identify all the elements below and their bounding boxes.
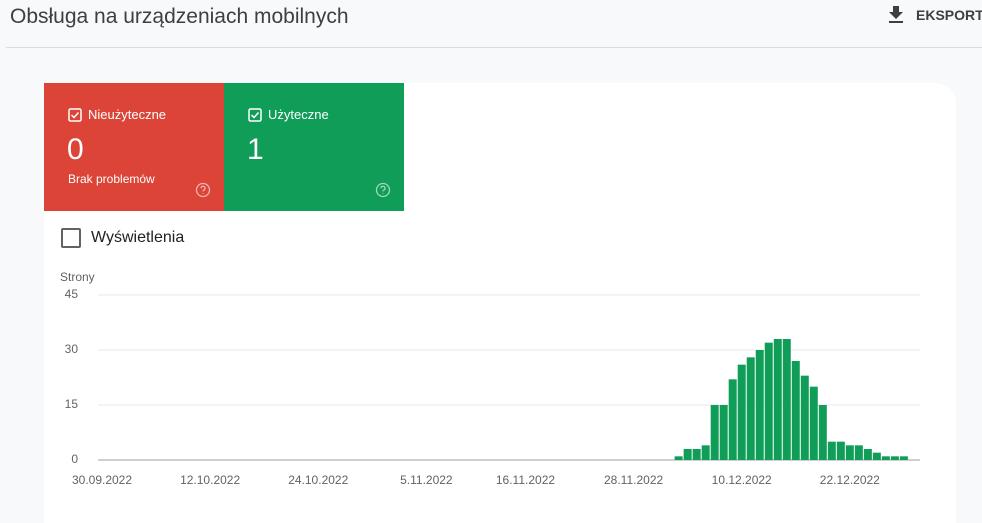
help-mark (380, 185, 386, 194)
views-toggle[interactable]: Wyświetlenia (61, 228, 184, 248)
card-label-row: Nieużyteczne (68, 107, 166, 122)
bar (764, 342, 773, 460)
bar (872, 452, 881, 460)
x-tick-label: 10.12.2022 (712, 473, 772, 487)
bar (737, 364, 746, 460)
help-circle (375, 182, 391, 198)
bar (836, 441, 845, 460)
checkbox[interactable] (61, 228, 81, 248)
x-tick-label: 16.11.2022 (496, 473, 555, 487)
x-tick-label: 28.11.2022 (604, 473, 663, 487)
help-icon (195, 182, 211, 198)
help-icon (375, 182, 391, 198)
bar (863, 449, 872, 460)
bar (701, 445, 710, 460)
bar (773, 339, 782, 460)
help-mark (200, 185, 206, 194)
status-card[interactable]: Nieużyteczne 0 Brak problemów (44, 83, 224, 211)
bar (791, 361, 800, 460)
bar (890, 456, 899, 460)
checkbox-checked (68, 107, 82, 122)
bar (719, 405, 728, 460)
bar (899, 456, 908, 460)
checkbox-frame (68, 107, 82, 122)
export-button[interactable]: EKSPORT (888, 6, 982, 24)
bar (692, 449, 701, 460)
y-tick-label: 30 (65, 342, 79, 356)
bar (854, 445, 863, 460)
bar (683, 449, 692, 460)
bar (845, 445, 854, 460)
x-tick-label: 5.11.2022 (400, 473, 453, 487)
bar (674, 456, 683, 460)
checkmark (70, 111, 80, 119)
card-value: 1 (247, 133, 264, 166)
x-tick-label: 30.09.2022 (72, 473, 132, 487)
chart: Strony 0 15 30 45 30.09.2022 12.10.2022 24.10.… (60, 270, 920, 487)
y-tick-label: 0 (71, 452, 78, 466)
bar (881, 456, 890, 460)
card-note: Brak problemów (68, 172, 155, 186)
status-card[interactable]: Użyteczne 1 (224, 83, 404, 211)
card-label: Użyteczne (268, 107, 329, 122)
divider (6, 47, 982, 48)
download-icon (889, 6, 903, 23)
y-axis-label: Strony (60, 270, 95, 284)
checkmark (250, 111, 260, 119)
y-tick-label: 45 (65, 287, 79, 301)
bar (728, 379, 737, 460)
toggle-label: Wyświetlenia (91, 229, 185, 246)
x-tick-label: 12.10.2022 (180, 473, 240, 487)
export-label: EKSPORT (916, 7, 982, 23)
card-value: 0 (67, 133, 84, 166)
bar (800, 375, 809, 460)
bar (710, 405, 719, 460)
bar (818, 405, 827, 460)
page: Obsługa na urządzeniach mobilnych EKSPOR… (6, 5, 982, 488)
x-tick-label: 24.10.2022 (288, 473, 348, 487)
x-tick-label: 22.12.2022 (820, 473, 880, 487)
help-circle (195, 182, 211, 198)
page-title: Obsługa na urządzeniach mobilnych (10, 5, 349, 28)
bar (746, 357, 755, 460)
bar (809, 386, 818, 460)
card-label-row: Użyteczne (248, 107, 329, 122)
checkbox-checked (248, 107, 262, 122)
bar (827, 441, 836, 460)
checkbox-frame (248, 107, 262, 122)
bar (755, 350, 764, 460)
card-label: Nieużyteczne (88, 107, 167, 122)
bar (782, 339, 791, 460)
y-tick-label: 15 (65, 397, 79, 411)
